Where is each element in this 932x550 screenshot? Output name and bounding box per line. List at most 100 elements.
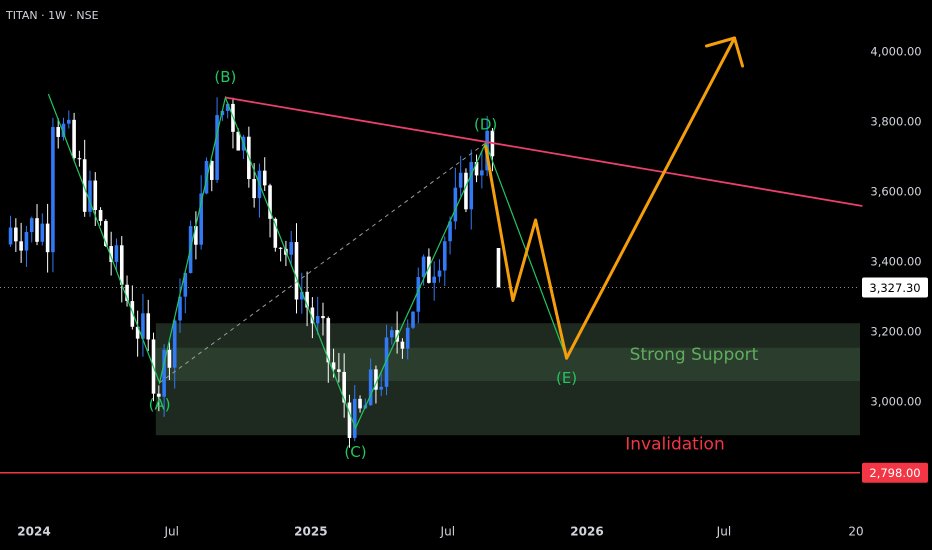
candle-body: [56, 127, 61, 137]
candle-body: [352, 398, 357, 438]
candle-body: [405, 327, 410, 349]
candle-body: [474, 161, 479, 176]
candle-body: [294, 242, 299, 300]
projection-path: [484, 36, 737, 360]
invalidation-price-value: 2,798.00: [869, 466, 920, 480]
current-price-value: 3,327.30: [869, 281, 920, 295]
x-tick-label: 2025: [294, 525, 327, 539]
candle-body: [215, 115, 219, 180]
candle-body: [130, 301, 135, 327]
candle-body: [172, 320, 177, 368]
candle-body: [289, 242, 294, 255]
candle-body: [321, 316, 325, 319]
candle-body: [77, 158, 82, 160]
candle-body: [29, 218, 34, 232]
candle-body: [464, 172, 468, 210]
candle-body: [390, 330, 394, 338]
candle-body: [315, 316, 320, 324]
candle-body: [141, 313, 145, 339]
candle-body: [368, 369, 373, 406]
candle-body: [61, 123, 66, 137]
candle-body: [458, 172, 463, 188]
symbol-label: TITAN · 1W · NSE: [6, 9, 99, 22]
wave-label: (B): [214, 68, 236, 86]
candle-body: [400, 341, 405, 349]
candle-body: [453, 187, 458, 222]
candle-body: [51, 127, 55, 253]
y-tick-label: 3,400.00: [870, 255, 921, 269]
x-tick-label: Jul: [163, 525, 178, 539]
candle-body: [268, 185, 272, 219]
candle-body: [374, 369, 378, 390]
projection-arrow-head: [705, 36, 745, 68]
candle-body: [45, 223, 50, 253]
candle-body: [411, 311, 415, 328]
wave-label: (E): [556, 369, 577, 387]
candle-body: [252, 179, 256, 199]
candle-body: [104, 220, 108, 247]
candle-body: [278, 247, 283, 249]
candle-body: [19, 241, 23, 251]
candle-body: [273, 218, 278, 248]
resistance-trendline: [225, 96, 863, 207]
candle-body: [337, 369, 341, 372]
x-tick-label: 2024: [17, 525, 50, 539]
candle-body: [167, 349, 172, 368]
candle-body: [448, 221, 452, 242]
candle-body: [384, 337, 389, 387]
candle-body: [8, 227, 13, 245]
candle-body: [209, 160, 214, 180]
invalidation-label: Invalidation: [625, 435, 725, 455]
candle-body: [442, 241, 447, 271]
x-tick-label: 2026: [570, 525, 603, 539]
candle-body: [496, 248, 501, 288]
candle-body: [469, 161, 474, 210]
candle-body: [146, 313, 151, 340]
candle-body: [98, 210, 103, 221]
candle-body: [310, 307, 315, 324]
candle-body: [93, 180, 98, 211]
x-tick-label: 20: [848, 525, 863, 539]
candle-body: [35, 218, 39, 242]
wave-zigzag: [47, 93, 568, 430]
candle-body: [162, 349, 166, 397]
candle-body: [66, 119, 71, 124]
candle-body: [40, 223, 45, 242]
candle-body: [135, 326, 140, 339]
candle-body: [119, 245, 124, 285]
candle-body: [14, 227, 18, 242]
candle-body: [109, 246, 113, 262]
current-price-tag: [862, 277, 928, 298]
candle-body: [347, 402, 352, 438]
candle-body: [300, 291, 304, 300]
candle-body: [331, 362, 336, 370]
candle-body: [427, 256, 431, 283]
candle-body: [225, 103, 230, 111]
dashed-line-a-d: [159, 142, 486, 384]
y-tick-label: 3,000.00: [870, 395, 921, 409]
wave-label: (C): [344, 443, 366, 461]
wave-label: (A): [149, 395, 171, 413]
candle-body: [114, 245, 119, 262]
candle-body: [24, 231, 29, 251]
candle-body: [379, 386, 384, 390]
candle-body: [421, 256, 426, 278]
wave-label: (D): [474, 116, 497, 134]
candle-body: [194, 226, 198, 245]
candle-body: [88, 180, 92, 212]
candle-body: [305, 291, 309, 308]
candle-body: [72, 119, 76, 159]
candle-body: [125, 284, 129, 302]
y-tick-label: 3,800.00: [870, 115, 921, 129]
support-zone-label: Strong Support: [630, 345, 759, 365]
candle-body: [262, 170, 267, 186]
support-zone-band: [155, 347, 861, 381]
x-tick-label: Jul: [440, 525, 455, 539]
y-tick-label: 3,600.00: [870, 185, 921, 199]
candle-body: [480, 170, 484, 176]
x-tick-label: Jul: [716, 525, 731, 539]
candle-body: [342, 371, 346, 403]
candle-body: [183, 273, 188, 297]
